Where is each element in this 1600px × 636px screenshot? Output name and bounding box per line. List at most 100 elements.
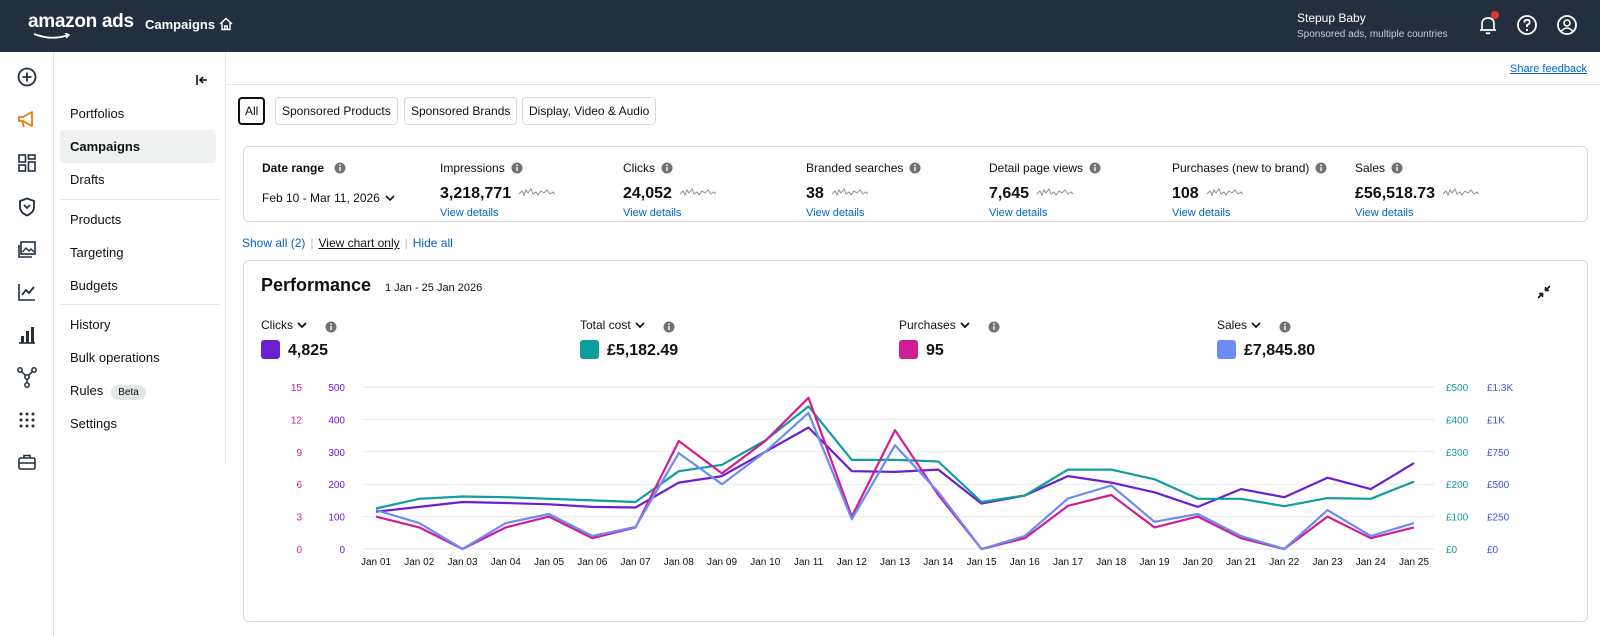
info-icon[interactable] [663,321,675,333]
sidebar-item-products[interactable]: Products [60,203,216,236]
help-icon[interactable] [1516,14,1538,36]
sidebar-item-rules[interactable]: Rules Beta [60,374,216,407]
sidebar-item-drafts[interactable]: Drafts [60,163,216,196]
creative-assets-image-icon[interactable] [16,239,38,261]
info-icon[interactable] [334,162,346,174]
apps-dots-grid-icon[interactable] [16,409,38,431]
filter-display-video-audio[interactable]: Display, Video & Audio [522,97,657,125]
view-details-link[interactable]: View details [806,207,865,219]
filter-sponsored-products[interactable]: Sponsored Products [275,97,398,125]
tick-label-purchases: 15 [291,383,303,394]
series-line-purchases[interactable] [375,396,1415,551]
series-name: Total cost [580,318,631,332]
user-profile-icon[interactable] [1556,14,1578,36]
performance-line-chart: 0 3 6 9 12 15 0 100 200 300 400 500 £0 £100 £200 £300 £4… [291,383,1514,568]
dashboard-grid-icon[interactable] [16,152,38,174]
metric-value: £56,518.73 [1355,185,1436,202]
campaigns-megaphone-icon[interactable] [16,108,38,130]
metric-sales: Sales £56,518.73 View details [1355,159,1480,219]
notification-bell-icon[interactable] [1477,14,1499,36]
view-details-link[interactable]: View details [1172,207,1231,219]
view-details-link[interactable]: View details [623,207,682,219]
date-range-metric: Date range Feb 10 - Mar 11, 2026 [262,159,395,205]
x-tick-label: Jan 25 [1399,557,1429,568]
tick-label-sales: £1K [1487,415,1505,426]
info-icon[interactable] [1391,162,1403,174]
series-selector-sales[interactable]: Sales £7,845.80 [1217,316,1315,360]
x-tick-label: Jan 19 [1139,557,1169,568]
info-icon[interactable] [1089,162,1101,174]
view-details-link[interactable]: View details [1355,207,1414,219]
view-chart-only-link[interactable]: View chart only [318,236,400,250]
series-name: Sales [1217,318,1248,332]
sidebar-divider [60,304,220,305]
share-feedback-link[interactable]: Share feedback [1510,63,1588,75]
info-icon[interactable] [1279,321,1291,333]
side-navigation: Portfolios Campaigns Drafts Products Tar… [54,52,226,462]
filter-sponsored-brands[interactable]: Sponsored Brands [404,97,518,125]
account-selector[interactable]: Stepup Baby Sponsored ads, multiple coun… [1297,11,1448,40]
series-line-total-cost[interactable] [375,405,1415,510]
x-tick-label: Jan 21 [1226,557,1256,568]
sidebar-item-portfolios[interactable]: Portfolios [60,97,216,130]
collapse-arrows-icon[interactable] [1537,285,1551,299]
performance-title: Performance [261,275,372,295]
view-details-link[interactable]: View details [440,207,499,219]
briefcase-icon[interactable] [16,451,38,473]
sidebar-item-campaigns[interactable]: Campaigns [60,130,216,163]
info-icon[interactable] [511,162,523,174]
info-icon[interactable] [325,321,337,333]
account-subtitle: Sponsored ads, multiple countries [1297,29,1448,40]
series-selector-total-cost[interactable]: Total cost £5,182.49 [580,316,678,360]
sidebar-item-label: Campaigns [70,139,141,154]
show-all-link[interactable]: Show all (2) [242,236,306,250]
integrations-network-icon[interactable] [16,366,38,388]
chevron-down-icon[interactable] [1251,321,1261,329]
chevron-down-icon[interactable] [297,321,307,329]
tick-label-clicks: 400 [328,415,345,426]
sidebar-item-settings[interactable]: Settings [60,407,216,440]
info-icon[interactable] [1315,162,1327,174]
beta-badge: Beta [111,385,146,400]
series-selector-clicks[interactable]: Clicks 4,825 [261,316,337,360]
metrics-summary-card: Date range Feb 10 - Mar 11, 2026 Impress… [243,146,1588,222]
view-details-link[interactable]: View details [989,207,1048,219]
filter-all[interactable]: All [238,97,266,125]
sidebar-item-bulk-operations[interactable]: Bulk operations [60,341,216,374]
logo-smile-icon [33,33,71,39]
tick-label-sales: £0 [1487,545,1499,556]
x-tick-label: Jan 10 [750,557,780,568]
measurement-bar-chart-icon[interactable] [16,324,38,346]
tick-label-sales: £750 [1487,448,1510,459]
series-line-clicks[interactable] [375,426,1415,513]
chevron-down-icon[interactable] [960,321,970,329]
date-range-dropdown[interactable]: Feb 10 - Mar 11, 2026 [262,191,395,205]
x-tick-label: Jan 14 [923,557,953,568]
reports-line-chart-icon[interactable] [16,281,38,303]
tick-label-purchases: 6 [296,480,302,491]
brand-shield-icon[interactable] [16,196,38,218]
breadcrumb-campaigns[interactable]: Campaigns [145,17,216,32]
x-tick-label: Jan 02 [404,557,434,568]
info-icon[interactable] [988,321,1000,333]
sidebar-item-history[interactable]: History [60,308,216,341]
create-plus-icon[interactable] [16,66,38,88]
x-tick-label: Jan 16 [1010,557,1040,568]
chevron-down-icon[interactable] [635,321,645,329]
collapse-sidebar-icon[interactable] [194,72,210,88]
sparkline-icon [679,187,716,197]
home-icon[interactable] [218,16,234,32]
date-range-value: Feb 10 - Mar 11, 2026 [262,191,380,205]
amazon-ads-logo[interactable]: amazon ads [28,11,134,32]
tick-label-cost: £500 [1446,383,1469,394]
x-tick-label: Jan 20 [1183,557,1213,568]
info-icon[interactable] [909,162,921,174]
sidebar-item-budgets[interactable]: Budgets [60,269,216,302]
tick-label-purchases: 0 [296,545,302,556]
sidebar-item-label: Products [70,212,122,227]
sidebar-item-targeting[interactable]: Targeting [60,236,216,269]
series-selector-purchases[interactable]: Purchases 95 [899,316,1000,360]
series-line-sales[interactable] [375,411,1415,551]
info-icon[interactable] [661,162,673,174]
hide-all-link[interactable]: Hide all [412,236,453,250]
